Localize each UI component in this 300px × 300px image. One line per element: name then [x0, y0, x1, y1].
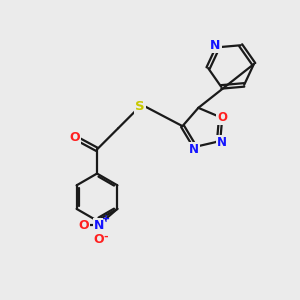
Text: O: O — [218, 111, 227, 124]
Text: S: S — [136, 100, 145, 112]
Text: N: N — [217, 136, 226, 148]
Text: N: N — [210, 39, 220, 52]
Text: O: O — [69, 131, 80, 144]
Text: N: N — [189, 143, 200, 156]
Text: O: O — [94, 233, 104, 246]
Text: -: - — [103, 232, 108, 242]
Text: +: + — [102, 214, 110, 224]
Text: N: N — [94, 219, 104, 232]
Text: O: O — [79, 219, 89, 232]
